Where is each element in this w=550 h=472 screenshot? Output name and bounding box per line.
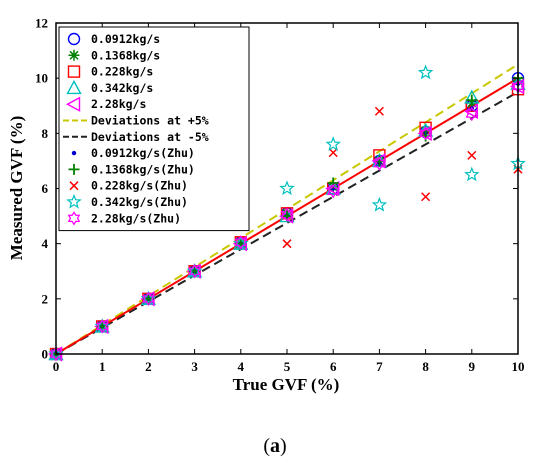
data-point (419, 126, 432, 141)
legend-label: 0.1368kg/s (91, 48, 160, 62)
legend-marker (67, 65, 81, 78)
legend-label: Deviations at -5% (91, 130, 209, 144)
legend-label: 0.228kg/s(Zhu) (91, 179, 188, 193)
data-point (466, 94, 478, 106)
legend-marker (66, 79, 82, 95)
legend-label: 0.228kg/s (91, 65, 153, 79)
data-point (467, 150, 477, 160)
x-tick-label: 10 (512, 359, 525, 374)
legend-marker (71, 150, 77, 156)
x-tick-label: 6 (330, 359, 337, 374)
data-point (142, 291, 155, 307)
x-tick-label: 9 (469, 359, 476, 374)
legend-label: 0.0912kg/s(Zhu) (91, 146, 195, 160)
data-point (234, 235, 248, 250)
caption-open: ( (263, 435, 270, 457)
data-point (325, 136, 341, 151)
legend-marker (67, 32, 81, 46)
x-tick-label: 0 (53, 359, 60, 374)
legend-marker (66, 193, 82, 209)
caption-letter: a (270, 435, 280, 457)
data-point (328, 148, 338, 158)
data-point (327, 177, 339, 189)
plot-marks (48, 63, 526, 362)
data-point (371, 196, 388, 212)
x-axis-label: True GVF (%) (233, 375, 340, 394)
data-point (465, 106, 479, 122)
x-tick-label: 8 (422, 359, 429, 374)
y-tick-label: 2 (42, 291, 49, 306)
legend-marker (68, 163, 80, 175)
data-point (374, 106, 384, 116)
legend-label: 2.28kg/s (91, 97, 146, 111)
y-tick-label: 6 (42, 181, 49, 196)
x-tick-label: 7 (376, 359, 383, 374)
data-point (49, 346, 63, 362)
y-tick-label: 8 (42, 126, 49, 141)
data-point (373, 156, 386, 171)
y-tick-label: 0 (42, 347, 49, 362)
data-point (421, 192, 431, 202)
x-tick-label: 5 (284, 359, 291, 374)
legend: 0.0912kg/s 0.1368kg/s 0.228kg/s 0.342kg/s 2.… (58, 26, 250, 232)
legend-label: 0.342kg/s (91, 81, 153, 95)
legend-marker (67, 211, 81, 226)
legend-label: 0.0912kg/s (91, 32, 160, 46)
caption-close: ) (280, 435, 287, 457)
legend-box (58, 26, 250, 232)
data-point (326, 184, 340, 199)
y-tick-label: 4 (42, 236, 49, 251)
data-point (280, 207, 294, 222)
data-point (188, 264, 201, 279)
data-point (282, 239, 292, 249)
figure-caption: (a) (263, 435, 286, 457)
legend-label: 0.1368kg/s(Zhu) (91, 162, 195, 176)
legend-marker (69, 181, 79, 191)
y-tick-label: 12 (35, 16, 48, 31)
x-tick-label: 3 (191, 359, 198, 374)
legend-marker (68, 49, 80, 61)
data-point (417, 64, 434, 80)
legend-label: Deviations at +5% (91, 114, 209, 128)
x-tick-label: 2 (145, 359, 152, 374)
y-tick-label: 10 (35, 71, 48, 86)
data-point (95, 319, 109, 334)
y-axis-label: Measured GVF (%) (7, 116, 26, 260)
x-tick-label: 4 (238, 359, 245, 374)
x-tick-label: 1 (99, 359, 106, 374)
data-point (464, 166, 480, 182)
legend-label: 2.28kg/s(Zhu) (91, 211, 181, 225)
reference-line (55, 91, 519, 355)
legend-label: 0.342kg/s(Zhu) (91, 195, 188, 209)
data-point (279, 180, 295, 196)
legend-marker (66, 96, 81, 112)
series-x (282, 106, 523, 249)
